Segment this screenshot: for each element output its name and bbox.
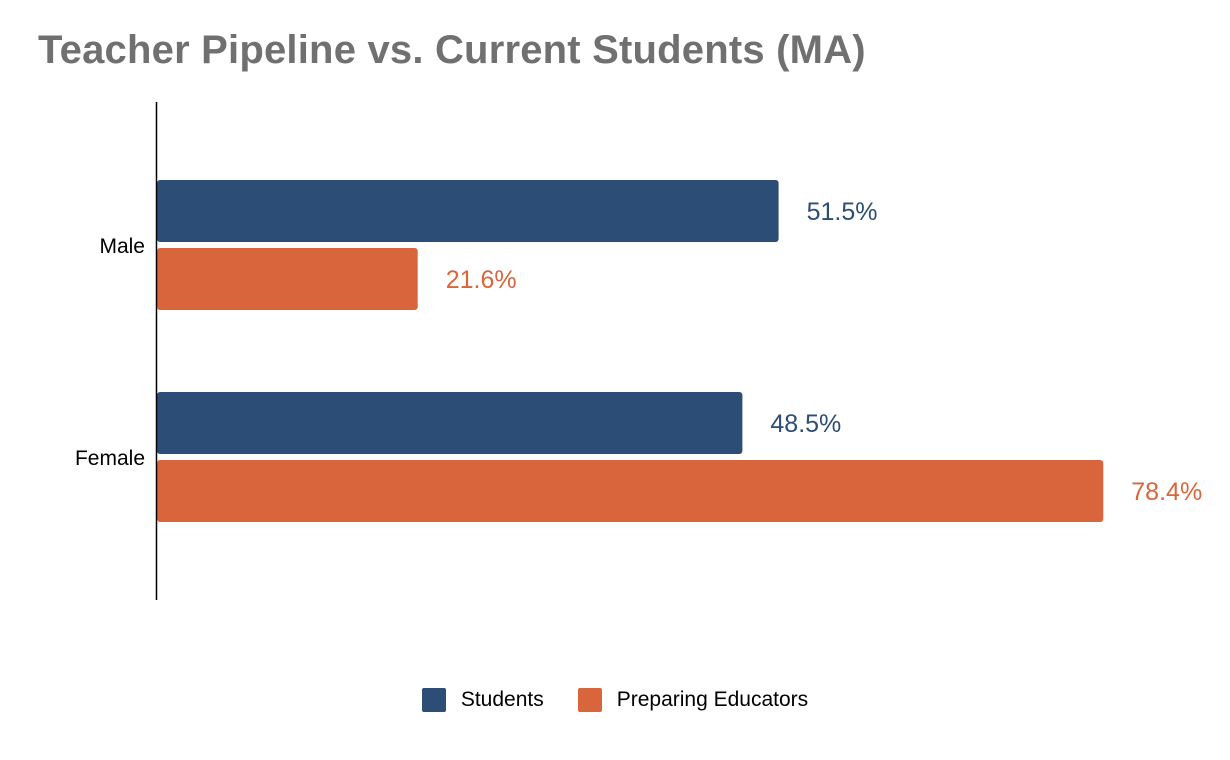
data-label-female-educators: 78.4% [1131,478,1202,506]
legend-label-educators: Preparing Educators [616,688,809,711]
bar-female-educators[interactable] [157,460,1104,522]
bar-female-students[interactable] [157,392,743,454]
legend-swatch-students [421,688,446,712]
data-label-male-students: 51.5% [807,198,878,226]
chart-legend: Students Preparing Educators [0,688,1230,712]
legend-label-students: Students [460,688,544,711]
bar-male-educators[interactable] [157,248,418,310]
category-label-female: Female [75,447,145,470]
legend-item-students[interactable]: Students [421,688,544,712]
bar-male-students[interactable] [157,180,779,242]
legend-swatch-educators [577,688,602,712]
data-label-female-students: 48.5% [770,410,841,438]
data-label-male-educators: 21.6% [446,266,517,294]
chart-title: Teacher Pipeline vs. Current Students (M… [38,28,866,72]
legend-item-educators[interactable]: Preparing Educators [577,688,809,712]
category-label-male: Male [99,235,145,258]
